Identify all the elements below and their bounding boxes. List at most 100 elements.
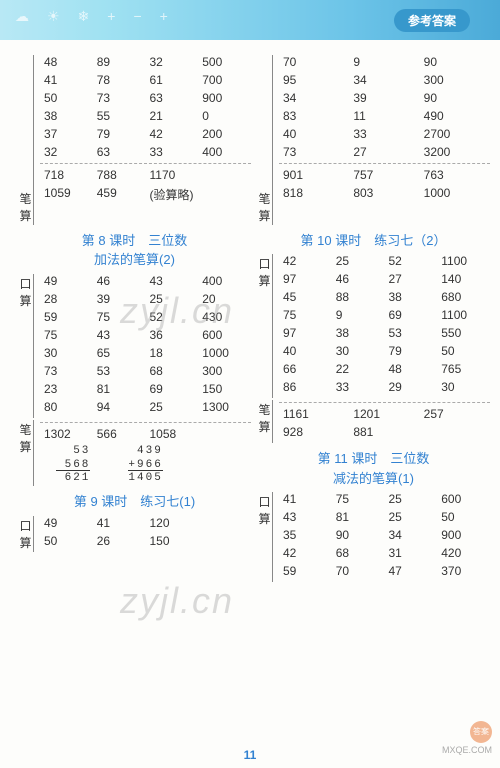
cell: 70 xyxy=(332,564,385,578)
cell: 65 xyxy=(93,346,146,360)
cell: 1170 xyxy=(146,168,199,182)
table-row: 326333400 xyxy=(40,145,251,159)
table-row: 3855210 xyxy=(40,109,251,123)
cell: 42 xyxy=(279,546,332,560)
table-row: 8094251300 xyxy=(40,400,251,414)
label-kousuan-r2: 口算 xyxy=(257,492,273,582)
snow-icon: ❄ xyxy=(78,8,90,25)
cell: 430 xyxy=(198,310,251,324)
table-row: 73273200 xyxy=(279,145,490,159)
cell: 30 xyxy=(332,344,385,358)
cell: 55 xyxy=(93,109,146,123)
cell: 50 xyxy=(437,344,490,358)
cell: 48 xyxy=(40,55,93,69)
cell: 41 xyxy=(279,492,332,506)
cell: 25 xyxy=(332,254,385,268)
cell: 34 xyxy=(385,528,438,542)
cell: 420 xyxy=(437,546,490,560)
cell: 300 xyxy=(420,73,490,87)
table-row: 597552430 xyxy=(40,310,251,324)
label-bisuan-r2: 笔算 xyxy=(257,400,273,443)
cell: 75 xyxy=(40,328,93,342)
cell: 42 xyxy=(146,127,199,141)
cell: 1100 xyxy=(437,308,490,322)
cell: 95 xyxy=(279,73,349,87)
cell: 45 xyxy=(279,290,332,304)
left-block4: 口算 49411205026150 xyxy=(18,516,251,552)
right-column: 笔算 7099095343003439908311490403327007327… xyxy=(257,55,490,584)
cell: 75 xyxy=(332,492,385,506)
cell: 49 xyxy=(40,516,93,530)
table-row: 754336600 xyxy=(40,328,251,342)
watermark-2: zyjl.cn xyxy=(120,580,234,622)
title-lesson8: 第 8 课时 三位数加法的笔算(2) xyxy=(18,231,251,270)
cell: 1059 xyxy=(40,186,93,203)
cell: 41 xyxy=(40,73,93,87)
arith-1: 53 568 621 xyxy=(46,445,90,486)
header-bar: ☁ ☀ ❄ + − + 参考答案 xyxy=(0,0,500,40)
label-kousuan: 口算 xyxy=(18,274,34,418)
cell: 61 xyxy=(146,73,199,87)
cell: 1000 xyxy=(420,186,490,200)
cell: 788 xyxy=(93,168,146,182)
cell: 11 xyxy=(349,109,419,123)
cell: 27 xyxy=(385,272,438,286)
cell xyxy=(198,534,251,548)
cell: 33 xyxy=(146,145,199,159)
title-lesson9: 第 9 课时 练习七(1) xyxy=(18,492,251,512)
left-block3: 笔算 13025661058 53 568 621 439+9661405 xyxy=(18,420,251,486)
label-kousuan-r: 口算 xyxy=(257,254,273,398)
table-row: 494643400 xyxy=(40,274,251,288)
cell: 53 xyxy=(385,326,438,340)
cell: 32 xyxy=(146,55,199,69)
table-row: 759691100 xyxy=(279,308,490,322)
table-row: 928881 xyxy=(279,425,490,439)
cell: 34 xyxy=(279,91,349,105)
table-row: 426831420 xyxy=(279,546,490,560)
table-row: 417861700 xyxy=(40,73,251,87)
cell: 75 xyxy=(93,310,146,324)
table-row: 40332700 xyxy=(279,127,490,141)
table-row: 8311490 xyxy=(279,109,490,123)
cell: 46 xyxy=(93,274,146,288)
cell: 21 xyxy=(146,109,199,123)
cell: 68 xyxy=(332,546,385,560)
cell: 88 xyxy=(332,290,385,304)
table-row: 28392520 xyxy=(40,292,251,306)
cell: 81 xyxy=(332,510,385,524)
cell: 1201 xyxy=(349,407,419,421)
table-row: 359034900 xyxy=(279,528,490,542)
cell: 550 xyxy=(437,326,490,340)
table-row: 9534300 xyxy=(279,73,490,87)
cell: 69 xyxy=(146,382,199,396)
cell: 80 xyxy=(40,400,93,414)
left-column: 笔算 4889325004178617005073639003855210377… xyxy=(18,55,251,584)
cell: 22 xyxy=(332,362,385,376)
cell: 39 xyxy=(349,91,419,105)
cell: 40 xyxy=(279,344,332,358)
cell: 881 xyxy=(349,425,419,439)
cell: 43 xyxy=(279,510,332,524)
cell: 803 xyxy=(349,186,419,200)
cell: 38 xyxy=(332,326,385,340)
table-row: 488932500 xyxy=(40,55,251,69)
cell: 18 xyxy=(146,346,199,360)
table-row: 86332930 xyxy=(279,380,490,394)
table-row: 662248765 xyxy=(279,362,490,376)
table-row: 507363900 xyxy=(40,91,251,105)
right-block4: 口算 4175256004381255035903490042683142059… xyxy=(257,492,490,582)
title-lesson10: 第 10 课时 练习七（2） xyxy=(257,231,490,251)
label-bisuan: 笔算 xyxy=(18,55,34,225)
cell: 73 xyxy=(40,364,93,378)
cell: 34 xyxy=(349,73,419,87)
left-block1: 笔算 4889325004178617005073639003855210377… xyxy=(18,55,251,225)
cell: 30 xyxy=(437,380,490,394)
cell: 490 xyxy=(420,109,490,123)
cell: 500 xyxy=(198,55,251,69)
cell: 459 xyxy=(93,186,146,203)
table-row: 43812550 xyxy=(279,510,490,524)
logo-circle: 答案 xyxy=(470,721,492,743)
sun-icon: ☀ xyxy=(47,8,60,25)
table-row: 70990 xyxy=(279,55,490,69)
table-row: 11611201257 xyxy=(279,407,490,421)
